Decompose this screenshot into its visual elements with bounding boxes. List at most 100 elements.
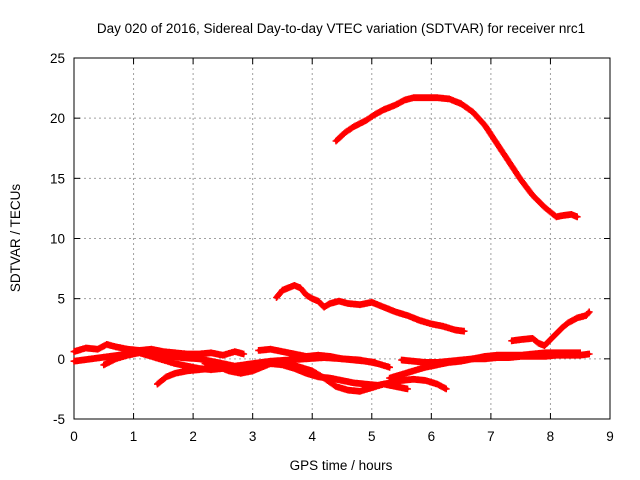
data-point — [96, 347, 100, 351]
data-point — [405, 387, 410, 391]
y-axis-label: SDTVAR / TECUs — [8, 184, 23, 293]
grid — [74, 58, 610, 419]
series-markers — [332, 94, 581, 221]
data-point — [471, 110, 475, 114]
data-point — [114, 345, 118, 349]
data-point — [530, 352, 535, 356]
data-point — [530, 336, 535, 340]
data-point — [364, 118, 368, 123]
data-point — [548, 210, 553, 214]
data-point — [137, 351, 142, 355]
data-point — [536, 341, 541, 345]
data-point — [197, 368, 201, 372]
data-point — [554, 215, 559, 219]
data-point — [399, 372, 404, 377]
data-point — [373, 112, 377, 117]
data-point — [399, 358, 404, 362]
y-tick-label: 15 — [50, 171, 65, 186]
data-point — [575, 215, 579, 219]
data-point — [411, 369, 416, 373]
data-point — [566, 321, 570, 325]
series-arc-e — [201, 357, 411, 395]
data-point — [102, 363, 106, 367]
data-point — [578, 351, 582, 355]
data-point — [429, 322, 433, 326]
y-tick-label: 20 — [50, 111, 65, 126]
data-point — [411, 359, 416, 363]
series-arc-i — [508, 308, 593, 349]
data-point — [423, 365, 427, 369]
data-point — [542, 343, 547, 348]
data-point — [262, 364, 267, 368]
data-point — [298, 365, 302, 369]
data-point — [560, 214, 564, 218]
data-point — [402, 98, 407, 102]
data-point — [575, 316, 579, 320]
data-point — [173, 362, 177, 366]
data-point — [203, 362, 207, 366]
data-point — [471, 357, 475, 361]
data-point — [483, 123, 487, 127]
data-point — [405, 313, 410, 318]
data-point — [388, 365, 392, 369]
data-point — [164, 375, 168, 379]
y-tick-label: 0 — [57, 352, 65, 367]
data-point — [316, 353, 320, 357]
x-tick-label: 5 — [368, 429, 376, 444]
data-point — [304, 293, 308, 297]
data-point — [358, 303, 362, 307]
data-point — [268, 347, 273, 351]
data-point — [280, 350, 285, 354]
data-point — [447, 360, 451, 365]
data-point — [554, 331, 559, 336]
data-point — [274, 359, 279, 363]
data-point — [161, 353, 165, 357]
data-point — [72, 359, 76, 363]
data-point — [548, 337, 553, 342]
data-point — [274, 295, 279, 300]
data-point — [108, 354, 112, 359]
series-arc-a — [70, 341, 248, 359]
data-point — [394, 384, 398, 389]
data-point — [510, 339, 514, 343]
data-point — [462, 329, 466, 333]
data-point — [382, 305, 386, 309]
y-tick-label: -5 — [53, 412, 65, 427]
data-point — [328, 301, 332, 306]
data-point — [566, 351, 570, 355]
data-point — [72, 350, 76, 354]
data-point — [286, 286, 290, 290]
data-point — [569, 212, 573, 217]
data-point — [352, 358, 356, 362]
data-point — [292, 352, 296, 356]
data-point — [394, 310, 398, 314]
data-point — [382, 382, 386, 386]
x-tick-label: 2 — [189, 429, 197, 444]
data-point — [90, 357, 94, 361]
data-point — [370, 386, 374, 390]
data-point — [519, 337, 523, 342]
axis-ticks: 0 1 2 3 4 5 6 7 8 9 -5 0 5 10 15 20 25 — [50, 51, 614, 444]
data-point — [560, 325, 564, 330]
data-point — [280, 288, 285, 292]
data-point — [352, 381, 356, 385]
data-point — [126, 347, 130, 351]
x-tick-label: 4 — [308, 429, 316, 444]
data-point — [286, 362, 290, 366]
series-arc-f — [255, 345, 379, 366]
data-point — [584, 313, 588, 318]
data-point — [423, 378, 427, 383]
data-point — [105, 342, 109, 346]
series-arc-h — [386, 349, 584, 382]
data-point — [417, 318, 422, 322]
y-tick-label: 10 — [50, 232, 65, 247]
data-point — [364, 382, 368, 386]
data-point — [215, 364, 219, 368]
data-point — [126, 353, 130, 357]
data-point — [444, 387, 448, 391]
data-point — [411, 377, 416, 381]
data-point — [340, 357, 344, 361]
data-point — [310, 369, 314, 373]
data-point — [310, 297, 314, 301]
data-point — [459, 102, 463, 106]
